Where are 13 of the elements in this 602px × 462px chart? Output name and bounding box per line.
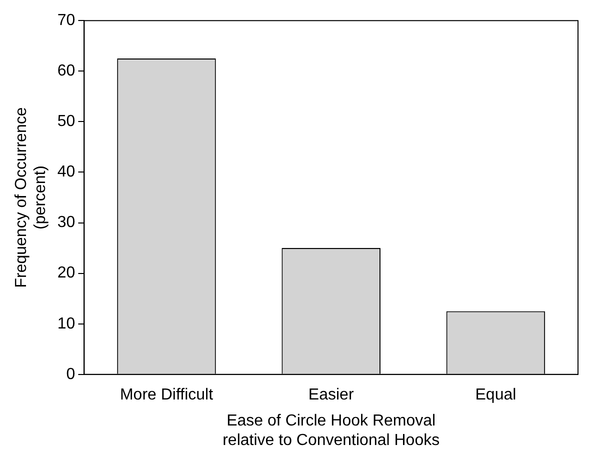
y-tick-label: 20 [57, 264, 76, 282]
y-tick-label: 10 [57, 315, 76, 332]
x-tick-label: Equal [475, 386, 516, 404]
x-tick-label: Easier [308, 386, 354, 404]
y-tick-label: 30 [57, 214, 76, 232]
y-tick-label: 0 [66, 366, 76, 383]
y-tick-label: 70 [57, 12, 76, 30]
y-tick-label: 60 [57, 62, 76, 80]
y-axis-title: Frequency of Occurrence (percent) [13, 107, 50, 288]
x-axis-title: Ease of Circle Hook Removal relative to Conventional Hooks [222, 412, 440, 449]
x-tick-label: More Difficult [120, 386, 214, 404]
y-tick-label: 50 [57, 113, 76, 130]
y-tick-label: 40 [57, 164, 76, 181]
